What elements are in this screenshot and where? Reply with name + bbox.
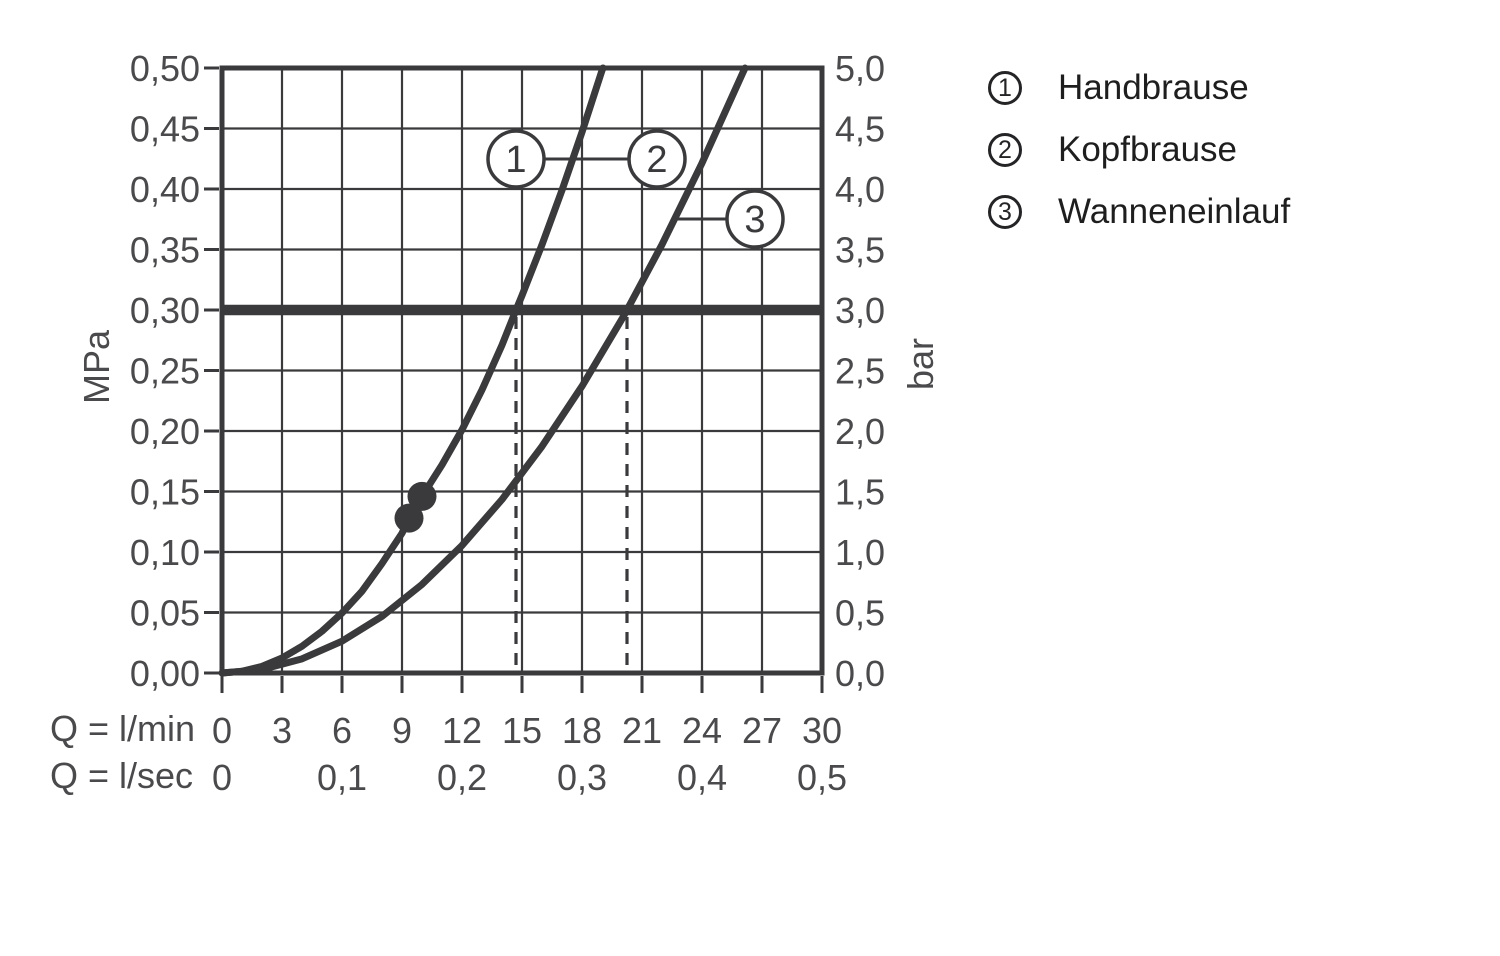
y-left-tick-label: 0,30	[130, 290, 200, 331]
y-right-tick-label: 2,0	[835, 411, 885, 452]
x-axis-lsec-label: Q = l/sec	[50, 755, 194, 796]
y-left-tick-label: 0,25	[130, 351, 200, 392]
y-right-tick-label: 4,0	[835, 169, 885, 210]
x-lmin-tick-label: 12	[442, 710, 482, 751]
y-right-tick-label: 1,5	[835, 472, 885, 513]
y-right-tick-label: 1,0	[835, 532, 885, 573]
y-left-tick-label: 0,35	[130, 230, 200, 271]
x-lmin-tick-label: 15	[502, 710, 542, 751]
y-left-tick-label: 0,15	[130, 472, 200, 513]
callout-number-1: 1	[505, 139, 526, 181]
x-lsec-tick-label: 0,3	[557, 757, 607, 798]
x-lmin-tick-label: 18	[562, 710, 602, 751]
legend-number-circle: 1	[988, 71, 1022, 105]
y-left-tick-label: 0,20	[130, 411, 200, 452]
x-lsec-tick-label: 0,5	[797, 757, 847, 798]
x-lmin-tick-label: 6	[332, 710, 352, 751]
y-left-tick-label: 0,50	[130, 48, 200, 89]
y-right-unit-label: bar	[900, 337, 941, 391]
curve-marker-dot	[407, 481, 437, 511]
x-lmin-tick-label: 0	[212, 710, 232, 751]
x-lsec-tick-label: 0	[212, 757, 232, 798]
curve-3	[218, 64, 749, 677]
callout-circle-1	[486, 129, 546, 189]
y-left-tick-label: 0,05	[130, 593, 200, 634]
y-right-tick-label: 2,5	[835, 351, 885, 392]
x-lmin-tick-label: 21	[622, 710, 662, 751]
callout-number-3: 3	[744, 199, 765, 241]
x-lsec-tick-label: 0,1	[317, 757, 367, 798]
x-lmin-tick-label: 9	[392, 710, 412, 751]
x-lmin-tick-label: 3	[272, 710, 292, 751]
legend-number-circle: 3	[988, 195, 1022, 229]
legend-number-circle: 2	[988, 133, 1022, 167]
plot-frame	[219, 65, 825, 676]
x-axis-lmin-label: Q = l/min	[50, 708, 196, 749]
y-left-tick-label: 0,45	[130, 109, 200, 150]
legend-item-label: Wanneneinlauf	[1058, 192, 1291, 231]
callout-circle-3	[725, 189, 785, 249]
y-left-unit-label: MPa	[76, 329, 117, 405]
y-right-tick-label: 0,0	[835, 653, 885, 694]
legend-item-label: Handbrause	[1058, 68, 1249, 107]
legend: 1 Handbrause 2 Kopfbrause 3 Wanneneinlauf	[988, 68, 1291, 256]
y-right-tick-label: 3,5	[835, 230, 885, 271]
x-lsec-tick-label: 0,2	[437, 757, 487, 798]
callout-number-2: 2	[646, 139, 667, 181]
legend-item-kopfbrause: 2 Kopfbrause	[988, 130, 1290, 169]
y-left-tick-label: 0,00	[130, 653, 200, 694]
legend-item-wanneneinlauf: 3 Wanneneinlauf	[988, 192, 1291, 231]
y-right-tick-label: 0,5	[835, 593, 885, 634]
y-left-tick-label: 0,10	[130, 532, 200, 573]
callout-circle-2	[627, 129, 687, 189]
legend-item-label: Kopfbrause	[1058, 130, 1238, 169]
x-lmin-tick-label: 30	[802, 710, 842, 751]
x-lsec-tick-label: 0,4	[677, 757, 727, 798]
y-left-tick-label: 0,40	[130, 169, 200, 210]
legend-item-handbrause: 1 Handbrause	[988, 68, 1290, 107]
curve-marker-dot	[394, 503, 424, 533]
x-lmin-tick-label: 27	[742, 710, 782, 751]
y-right-tick-label: 4,5	[835, 109, 885, 150]
y-right-tick-label: 3,0	[835, 290, 885, 331]
y-right-tick-label: 5,0	[835, 48, 885, 89]
x-lmin-tick-label: 24	[682, 710, 722, 751]
